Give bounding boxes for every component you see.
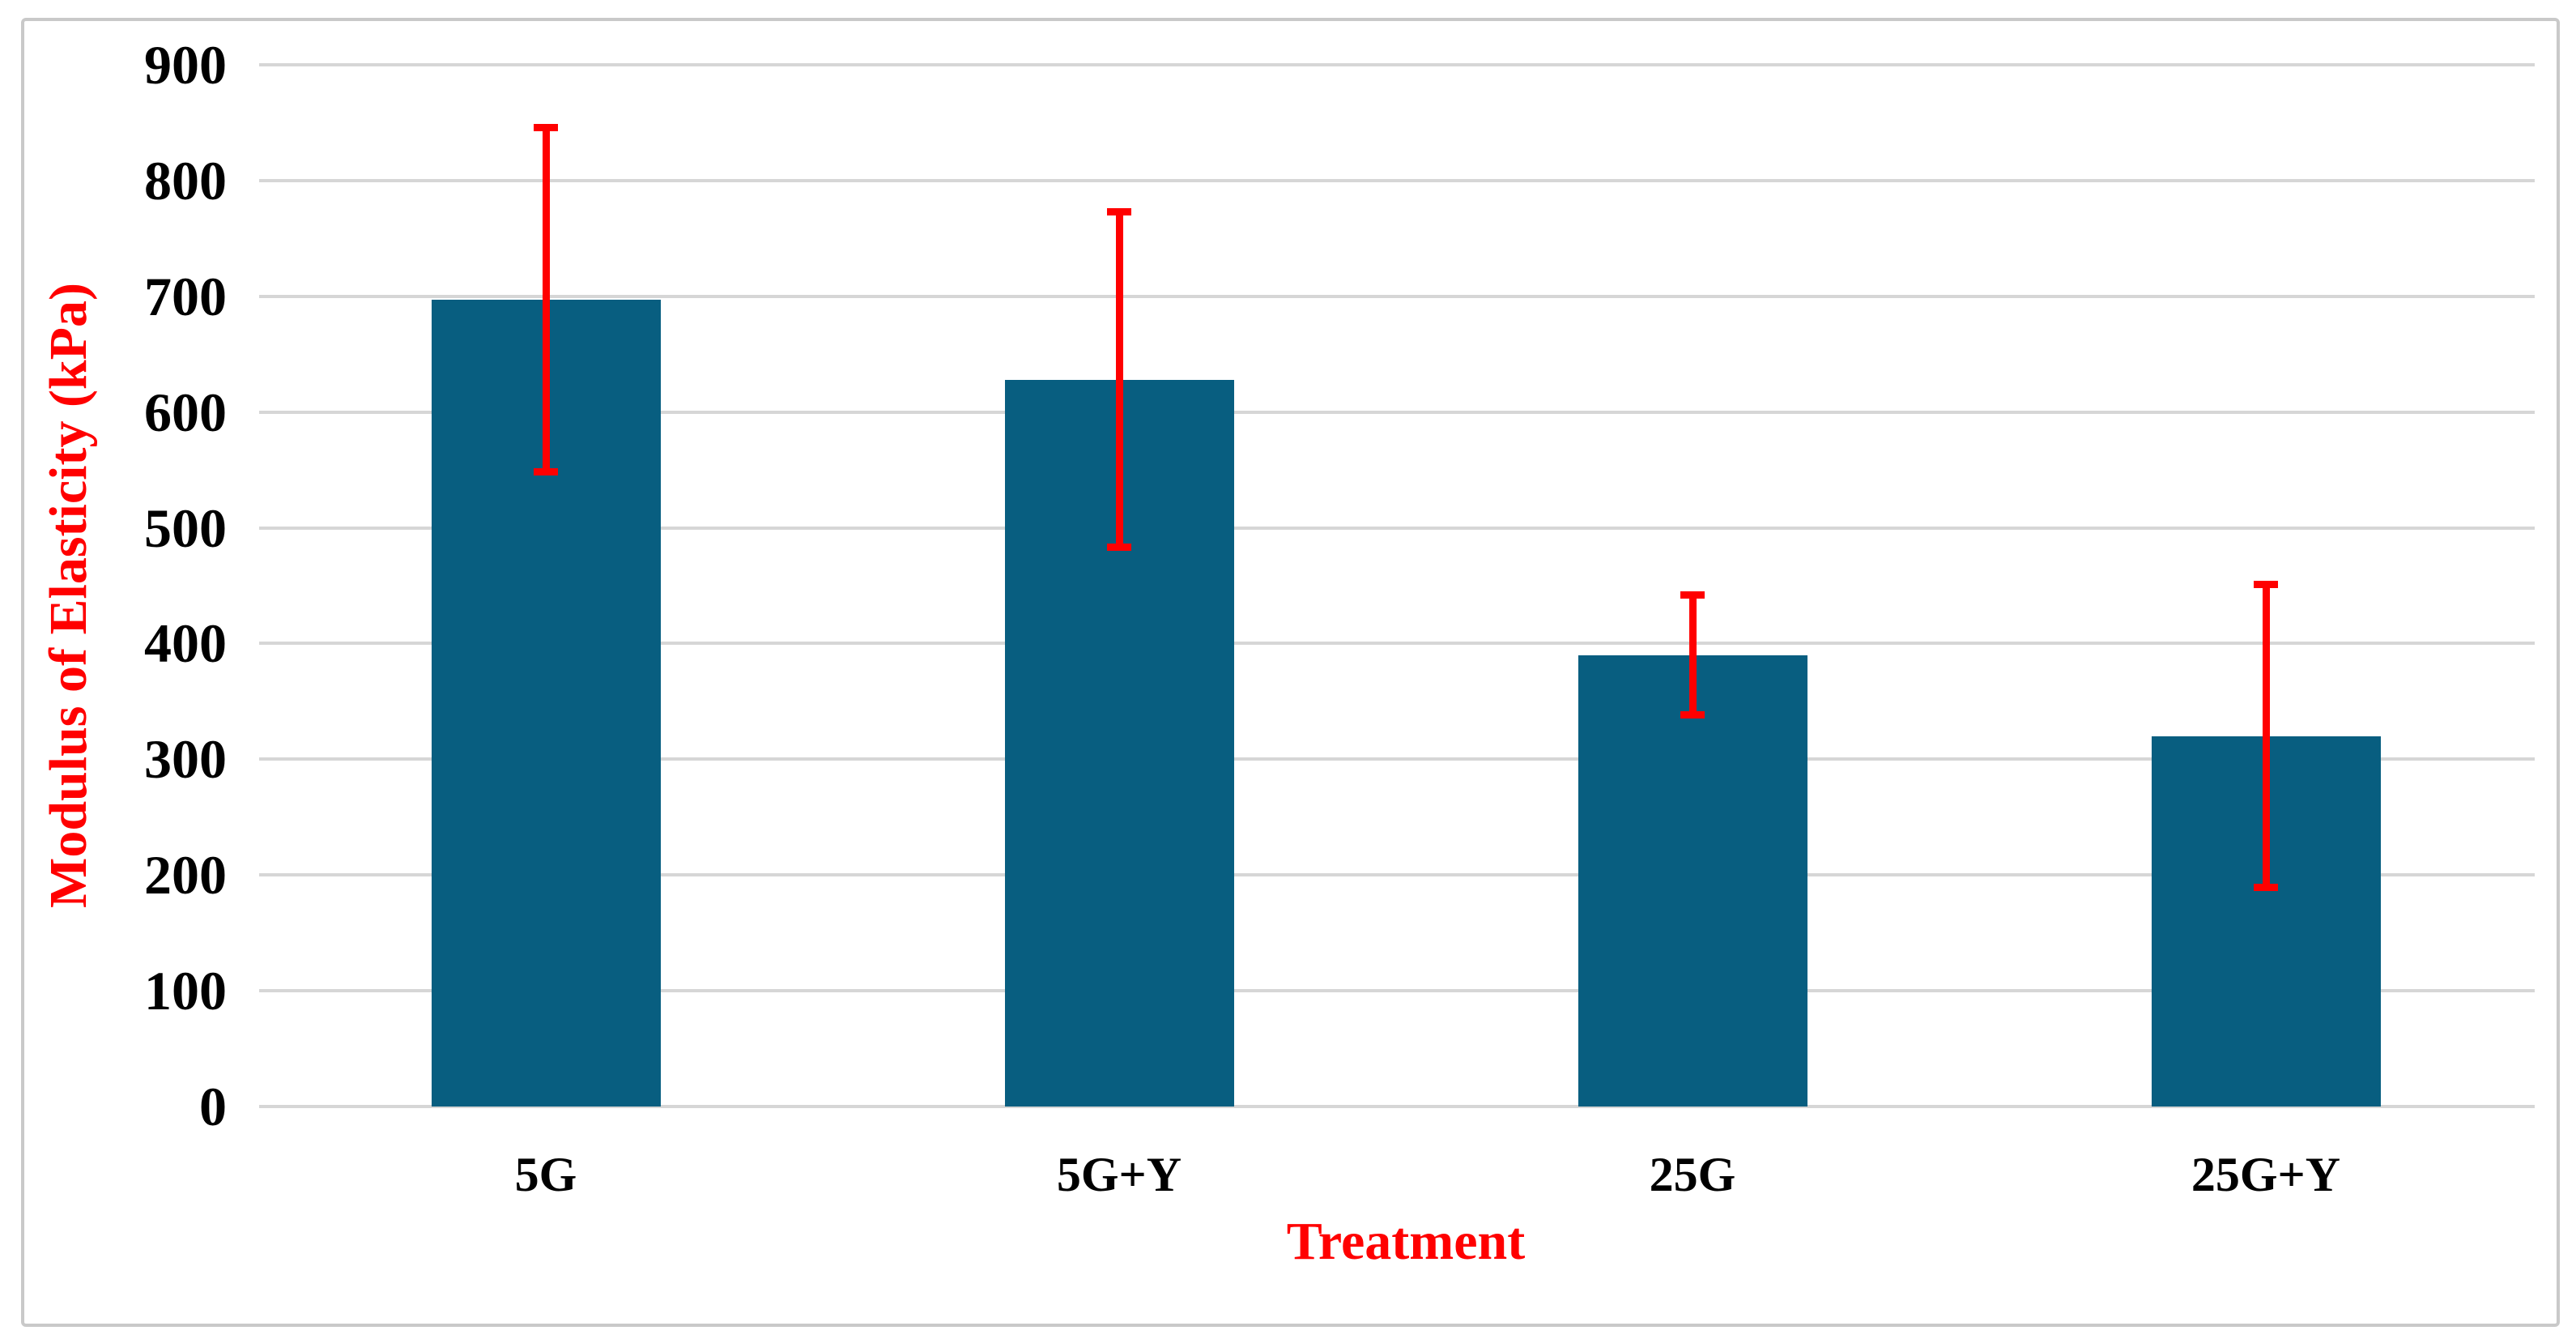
chart-frame: [21, 18, 2560, 1327]
y-tick-label-500: 500: [144, 497, 227, 559]
x-category-label-5G+Y: 5G+Y: [1056, 1148, 1182, 1201]
y-tick-label-100: 100: [144, 960, 227, 1022]
gridline-y-300: [259, 757, 2535, 761]
gridline-y-500: [259, 526, 2535, 530]
y-tick-label-0: 0: [199, 1076, 227, 1137]
y-tick-label-600: 600: [144, 381, 227, 443]
gridline-y-0: [259, 1105, 2535, 1108]
y-tick-label-300: 300: [144, 728, 227, 791]
gridline-y-400: [259, 642, 2535, 646]
error-bar-top-cap-5G: [534, 124, 558, 131]
gridline-y-800: [259, 178, 2535, 182]
x-category-label-25G+Y: 25G+Y: [2191, 1148, 2341, 1201]
gridline-y-700: [259, 294, 2535, 298]
error-bar-top-cap-25G: [1680, 591, 1705, 599]
gridline-y-900: [259, 63, 2535, 66]
gridline-y-100: [259, 989, 2535, 993]
y-tick-label-900: 900: [144, 34, 227, 96]
x-axis-title: Treatment: [1286, 1212, 1526, 1271]
y-tick-label-800: 800: [144, 149, 227, 211]
error-bar-top-cap-5G+Y: [1107, 208, 1131, 215]
error-bar-25G: [1689, 591, 1697, 719]
x-category-label-5G: 5G: [514, 1148, 577, 1201]
error-bar-5G+Y: [1116, 208, 1123, 551]
gridline-y-200: [259, 873, 2535, 877]
y-tick-label-700: 700: [144, 265, 227, 327]
gridline-y-600: [259, 410, 2535, 414]
error-bar-bottom-cap-5G+Y: [1107, 544, 1131, 551]
error-bar-bottom-cap-25G+Y: [2254, 884, 2278, 891]
error-bar-bottom-cap-5G: [534, 468, 558, 475]
y-tick-label-200: 200: [144, 844, 227, 906]
error-bar-top-cap-25G+Y: [2254, 581, 2278, 588]
y-axis-title: Modulus of Elasticity (kPa): [39, 283, 98, 908]
error-bar-5G: [543, 124, 550, 475]
bar-25G: [1578, 655, 1807, 1107]
error-bar-bottom-cap-25G: [1680, 711, 1705, 719]
y-tick-label-400: 400: [144, 612, 227, 675]
x-category-label-25G: 25G: [1649, 1148, 1736, 1201]
error-bar-25G+Y: [2263, 581, 2270, 891]
